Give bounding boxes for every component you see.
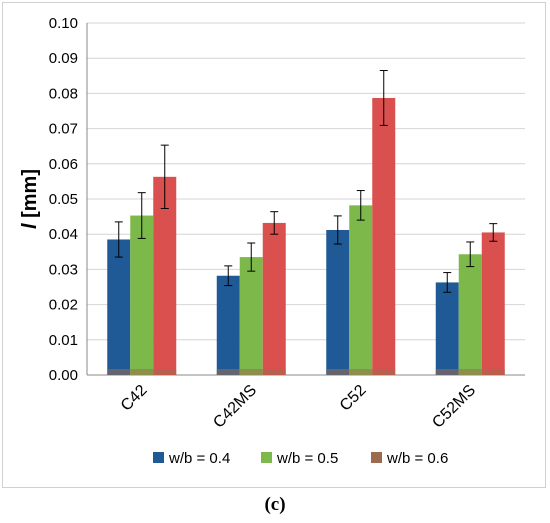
legend-swatch: [371, 452, 382, 463]
figure-caption: (c): [264, 494, 286, 515]
y-axis-label-unit: [mm]: [19, 169, 41, 223]
chart-frame: 0.00 0.01 0.02 0.03 0.04 0.05 0.06 0.07 0.08 0.09…: [2, 2, 546, 488]
bar-c52-series-3: [372, 97, 396, 375]
bar-c52-series-1: [326, 229, 350, 375]
bar-chart: 0.00 0.01 0.02 0.03 0.04 0.05 0.06 0.07 0.08 0.09…: [19, 15, 525, 467]
bar-base-strip: [458, 369, 482, 375]
y-tick-label: 0.08: [49, 85, 78, 102]
x-tick-label: C52: [337, 382, 370, 415]
bar-base-strip: [349, 369, 373, 375]
bar-c42ms-series-3: [262, 222, 286, 375]
y-tick-label: 0.06: [49, 156, 78, 173]
y-tick-label: 0.01: [49, 332, 78, 349]
bar-c42-series-3: [153, 176, 177, 375]
y-tick-label: 0.09: [49, 50, 78, 67]
y-tick-label: 0.00: [49, 367, 78, 384]
bar-c42ms-series-1: [216, 275, 240, 375]
y-tick-label: 0.03: [49, 261, 78, 278]
y-tick-label: 0.07: [49, 121, 78, 138]
y-tick-label: 0.10: [49, 15, 78, 32]
bar-base-strip: [372, 369, 396, 375]
bar-c52ms-series-3: [481, 232, 505, 375]
bar-base-strip: [435, 369, 459, 375]
bar-base-strip: [326, 369, 350, 375]
bar-base-strip: [107, 369, 131, 375]
x-tick-label: C52MS: [429, 382, 479, 432]
x-tick-label: C42: [118, 382, 151, 415]
bar-c52-series-2: [349, 205, 373, 375]
bar-base-strip: [216, 369, 240, 375]
bar-c42-series-2: [130, 215, 154, 375]
y-tick-label: 0.05: [49, 191, 78, 208]
x-tick-label: C42MS: [210, 382, 260, 432]
bar-c42-series-1: [107, 239, 131, 375]
y-axis-label: l [mm]: [19, 169, 41, 229]
bar-base-strip: [481, 369, 505, 375]
legend-label: w/b = 0.5: [276, 450, 338, 467]
bar-c52ms-series-1: [435, 282, 459, 375]
legend-label: w/b = 0.4: [168, 450, 230, 467]
legend-label: w/b = 0.6: [386, 450, 448, 467]
bar-base-strip: [153, 369, 177, 375]
y-tick-label: 0.02: [49, 297, 78, 314]
bar-c52ms-series-2: [458, 254, 482, 375]
bar-c42ms-series-2: [239, 257, 263, 375]
bar-base-strip: [262, 369, 286, 375]
bar-base-strip: [239, 369, 263, 375]
bar-base-strip: [130, 369, 154, 375]
y-tick-label: 0.04: [49, 226, 78, 243]
legend-swatch: [153, 452, 164, 463]
y-axis-label-symbol: l: [19, 223, 41, 229]
legend-swatch: [261, 452, 272, 463]
